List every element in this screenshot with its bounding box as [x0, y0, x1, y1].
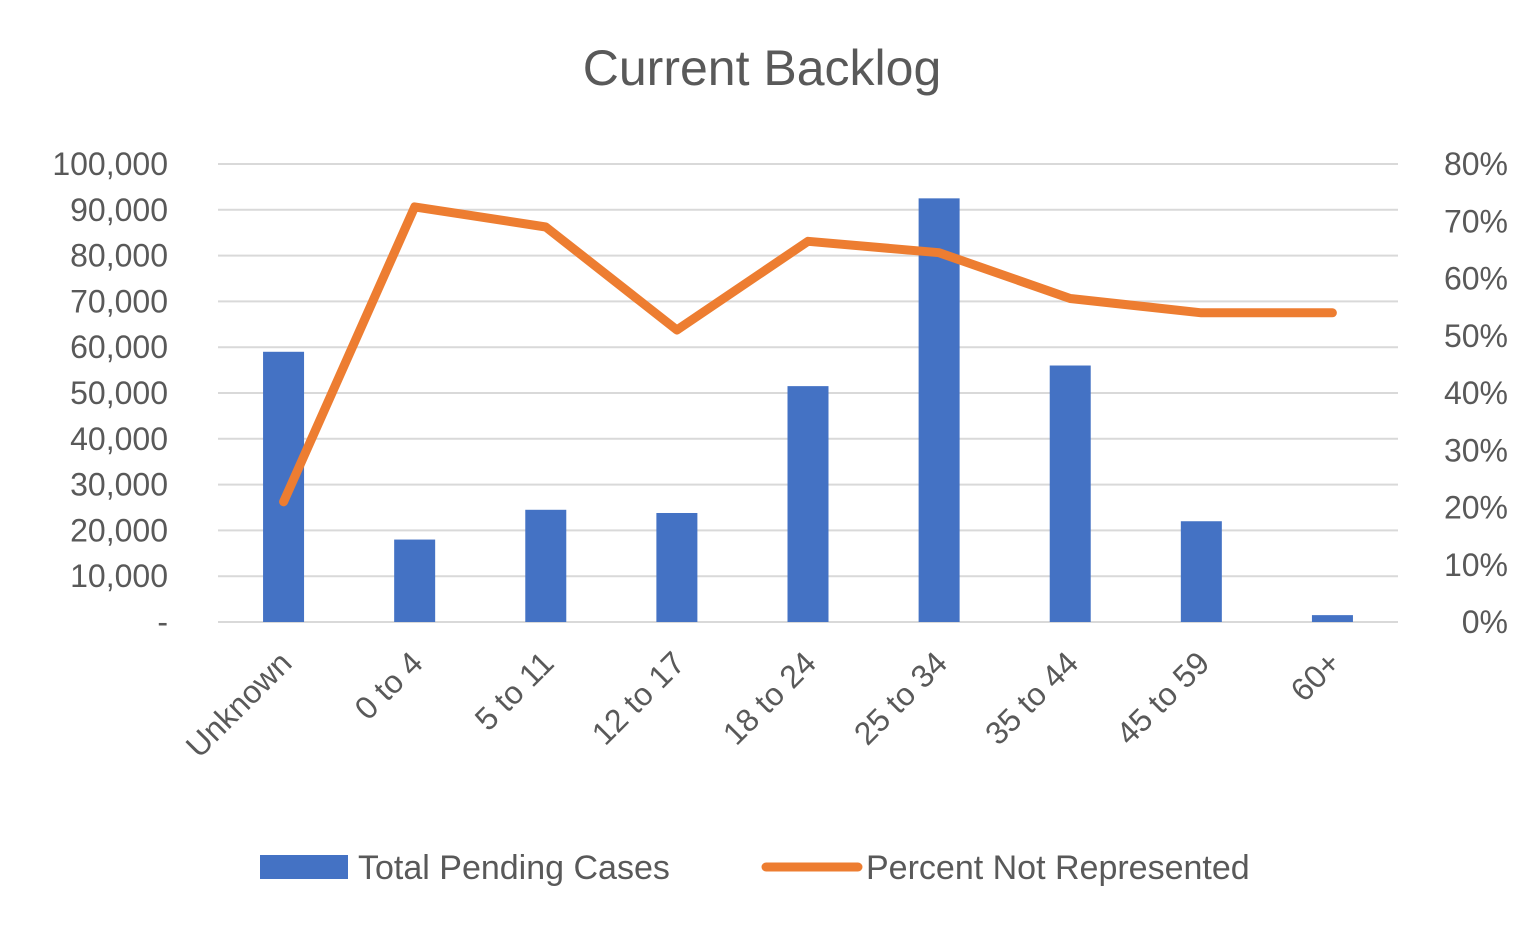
- x-axis-tick-label: 18 to 24: [716, 644, 823, 751]
- left-axis-tick-label: 40,000: [70, 421, 168, 457]
- right-axis-tick-label: 80%: [1444, 146, 1508, 182]
- bar: [1049, 365, 1091, 622]
- x-axis-tick-label: 12 to 17: [585, 644, 692, 751]
- x-axis-tick-label: 25 to 34: [847, 644, 954, 751]
- x-axis-tick-label: Unknown: [179, 644, 299, 764]
- line-series-path: [279, 202, 1337, 507]
- bar: [263, 351, 305, 622]
- right-axis-tick-label: 10%: [1444, 547, 1508, 583]
- x-axis: Unknown 0 to 4 5 to 11 12 to 17 18 to 24 25 t…: [179, 644, 1348, 764]
- left-axis-tick-label: 50,000: [70, 375, 168, 411]
- left-axis-tick-label: 90,000: [70, 192, 168, 228]
- bar-series: [263, 198, 1353, 622]
- bar: [394, 539, 436, 622]
- left-axis-tick-label: 20,000: [70, 512, 168, 548]
- bar: [525, 509, 567, 622]
- right-axis-tick-label: 60%: [1444, 261, 1508, 297]
- left-axis-tick-label: 30,000: [70, 467, 168, 503]
- right-axis-tick-label: 30%: [1444, 432, 1508, 468]
- x-axis-tick-label: 45 to 59: [1109, 644, 1216, 751]
- x-axis-tick-label: 5 to 11: [468, 644, 561, 737]
- right-axis-tick-label: 40%: [1444, 375, 1508, 411]
- bar: [1180, 521, 1222, 622]
- x-axis-tick-label: 35 to 44: [978, 644, 1085, 751]
- x-axis-tick-label: 60+: [1284, 644, 1348, 708]
- bar: [787, 386, 829, 622]
- left-axis-tick-label: 100,000: [52, 146, 168, 182]
- right-axis-tick-label: 20%: [1444, 490, 1508, 526]
- chart-title: Current Backlog: [583, 40, 942, 96]
- bar: [1311, 615, 1353, 622]
- bar: [656, 512, 698, 622]
- right-axis-tick-label: 50%: [1444, 318, 1508, 354]
- right-y-axis: 0% 10% 20% 30% 40% 50% 60% 70% 80%: [1444, 146, 1508, 640]
- right-axis-tick-label: 70%: [1444, 203, 1508, 239]
- left-axis-tick-label: -: [157, 604, 168, 640]
- legend: Total Pending Cases Percent Not Represen…: [260, 849, 1250, 887]
- bar: [918, 198, 960, 622]
- left-axis-tick-label: 10,000: [70, 558, 168, 594]
- left-axis-tick-label: 60,000: [70, 329, 168, 365]
- left-y-axis: - 10,000 20,000 30,000 40,000 50,000 60,000 70,…: [52, 146, 168, 640]
- x-axis-tick-label: 0 to 4: [348, 644, 430, 726]
- left-axis-tick-label: 80,000: [70, 238, 168, 274]
- legend-bar-swatch: [260, 855, 348, 879]
- legend-line-label: Percent Not Represented: [866, 849, 1250, 887]
- legend-bar-label: Total Pending Cases: [358, 849, 670, 887]
- left-axis-tick-label: 70,000: [70, 283, 168, 319]
- right-axis-tick-label: 0%: [1462, 604, 1508, 640]
- line-series: [279, 202, 1337, 507]
